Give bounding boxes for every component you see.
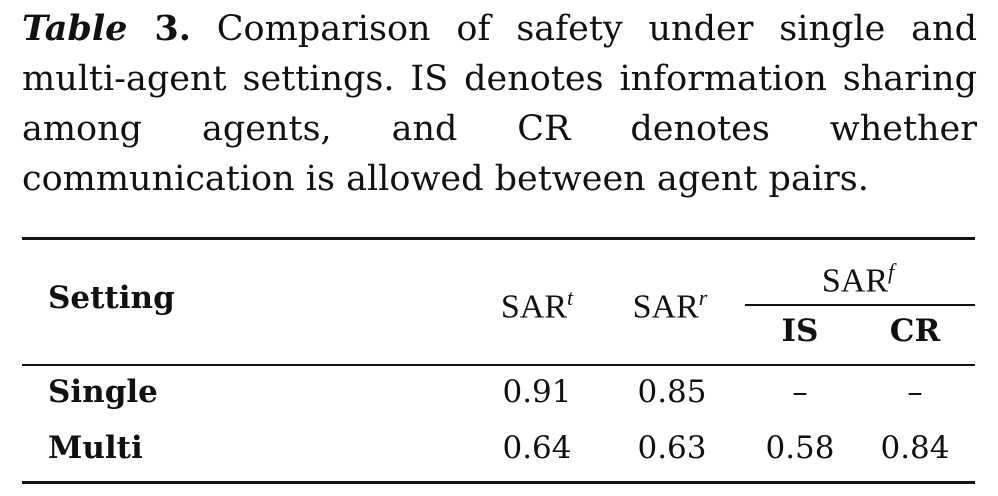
col-name: SAR [632,288,699,326]
header-col: SARf [822,254,894,299]
col-sup: t [567,285,574,310]
caption: Table 3. Comparison of safety under sing… [22,4,977,204]
cell: 0.84 [880,430,950,466]
header-subcol: IS [781,313,819,349]
header-subcol: CR [889,313,941,349]
bottom-rule [22,481,975,484]
col-sup: r [698,285,708,310]
cell: 0.58 [765,430,835,466]
caption-label-number: 3. [154,8,191,49]
caption-text: Comparison of safety under single and mu… [22,9,977,199]
header-col: SARt [501,280,573,325]
col-sup: f [888,259,895,284]
caption-label-word: Table [22,8,128,49]
top-rule [22,237,975,240]
cell: – [907,374,923,410]
header-setting: Setting [48,280,175,316]
row-label: Single [48,374,158,410]
cell: 0.85 [637,374,707,410]
mid-rule [745,304,975,306]
row-label: Multi [48,430,143,466]
cell: 0.63 [637,430,707,466]
cell: 0.91 [502,374,572,410]
header-rule [22,364,975,366]
col-name: SAR [500,288,568,326]
col-name: SAR [821,262,889,300]
cell: – [792,374,808,410]
cell: 0.64 [502,430,572,466]
header-col: SARr [633,280,708,325]
